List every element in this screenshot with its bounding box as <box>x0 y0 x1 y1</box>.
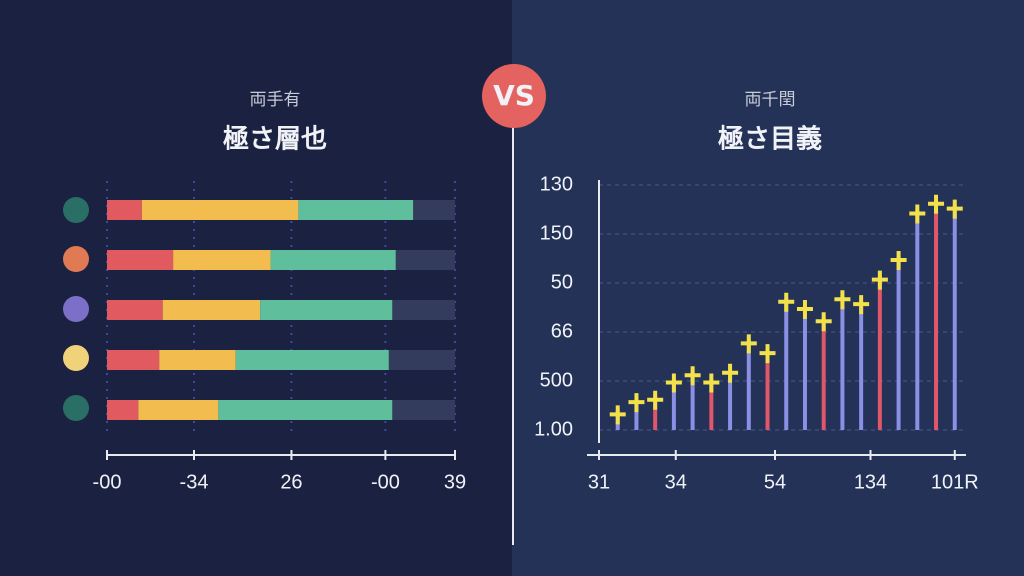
bar-segment <box>162 300 261 320</box>
chart-title: 極さ目義 <box>718 125 822 155</box>
bar-segment <box>173 250 271 270</box>
marker <box>665 373 682 393</box>
row-icons <box>63 197 89 421</box>
bar-segment <box>107 300 163 320</box>
marker <box>890 251 907 271</box>
x-tick-label: -00 <box>371 471 400 493</box>
y-tick-label: 1.00 <box>534 418 573 440</box>
x-tick-label: 34 <box>665 471 687 493</box>
x-tick-label: 39 <box>444 471 466 493</box>
x-tick-label: 101R <box>931 471 979 493</box>
left-panel <box>0 0 512 576</box>
bar-segment <box>159 350 236 370</box>
bar-segment <box>395 250 455 270</box>
y-tick-label: 50 <box>551 271 573 293</box>
y-tick-label: 500 <box>540 369 573 391</box>
marker <box>871 270 888 290</box>
icon <box>63 197 89 223</box>
marker <box>946 199 963 219</box>
bar-segment <box>392 400 455 420</box>
marker <box>759 344 776 364</box>
subtitle: 両千閏 <box>745 90 796 110</box>
bar-segment <box>107 350 160 370</box>
marker <box>778 292 795 312</box>
marker <box>703 373 720 393</box>
vs-badge <box>482 64 546 128</box>
marker <box>834 290 851 310</box>
subtitle: 両手有 <box>250 90 301 110</box>
y-tick-label: 66 <box>551 320 573 342</box>
bar-segment <box>260 300 393 320</box>
bar-segment <box>413 200 455 220</box>
icon <box>63 345 89 371</box>
x-tick-label: -34 <box>180 471 209 493</box>
x-tick-label: 26 <box>280 471 302 493</box>
bar-segment <box>107 250 174 270</box>
icon <box>63 395 89 421</box>
x-tick-label: -00 <box>93 471 122 493</box>
y-tick-label: 150 <box>540 222 573 244</box>
marker <box>684 366 701 386</box>
bar-segment <box>107 400 139 420</box>
marker <box>815 312 832 332</box>
bar-segment <box>141 200 299 220</box>
marker <box>853 295 870 315</box>
bar-segment <box>218 400 393 420</box>
bar-segment <box>298 200 414 220</box>
marker <box>647 390 664 410</box>
vs-text: VS <box>493 79 535 112</box>
right-panel <box>512 0 1024 576</box>
x-tick-label: 54 <box>764 471 786 493</box>
bar-segment <box>235 350 389 370</box>
bar-segment <box>107 200 142 220</box>
icon <box>63 296 89 322</box>
marker <box>928 194 945 214</box>
marker <box>609 405 626 425</box>
marker <box>909 204 926 224</box>
y-tick-label: 130 <box>540 173 573 195</box>
marker <box>740 334 757 354</box>
bar-segment <box>388 350 455 370</box>
marker <box>796 300 813 320</box>
x-tick-label: 31 <box>588 471 610 493</box>
bar-segment <box>138 400 219 420</box>
chart-title: 極さ層也 <box>223 125 327 155</box>
bar-segment <box>392 300 455 320</box>
marker <box>628 393 645 413</box>
bar-segment <box>270 250 396 270</box>
marker <box>722 363 739 383</box>
x-tick-label: 134 <box>854 471 887 493</box>
icon <box>63 246 89 272</box>
